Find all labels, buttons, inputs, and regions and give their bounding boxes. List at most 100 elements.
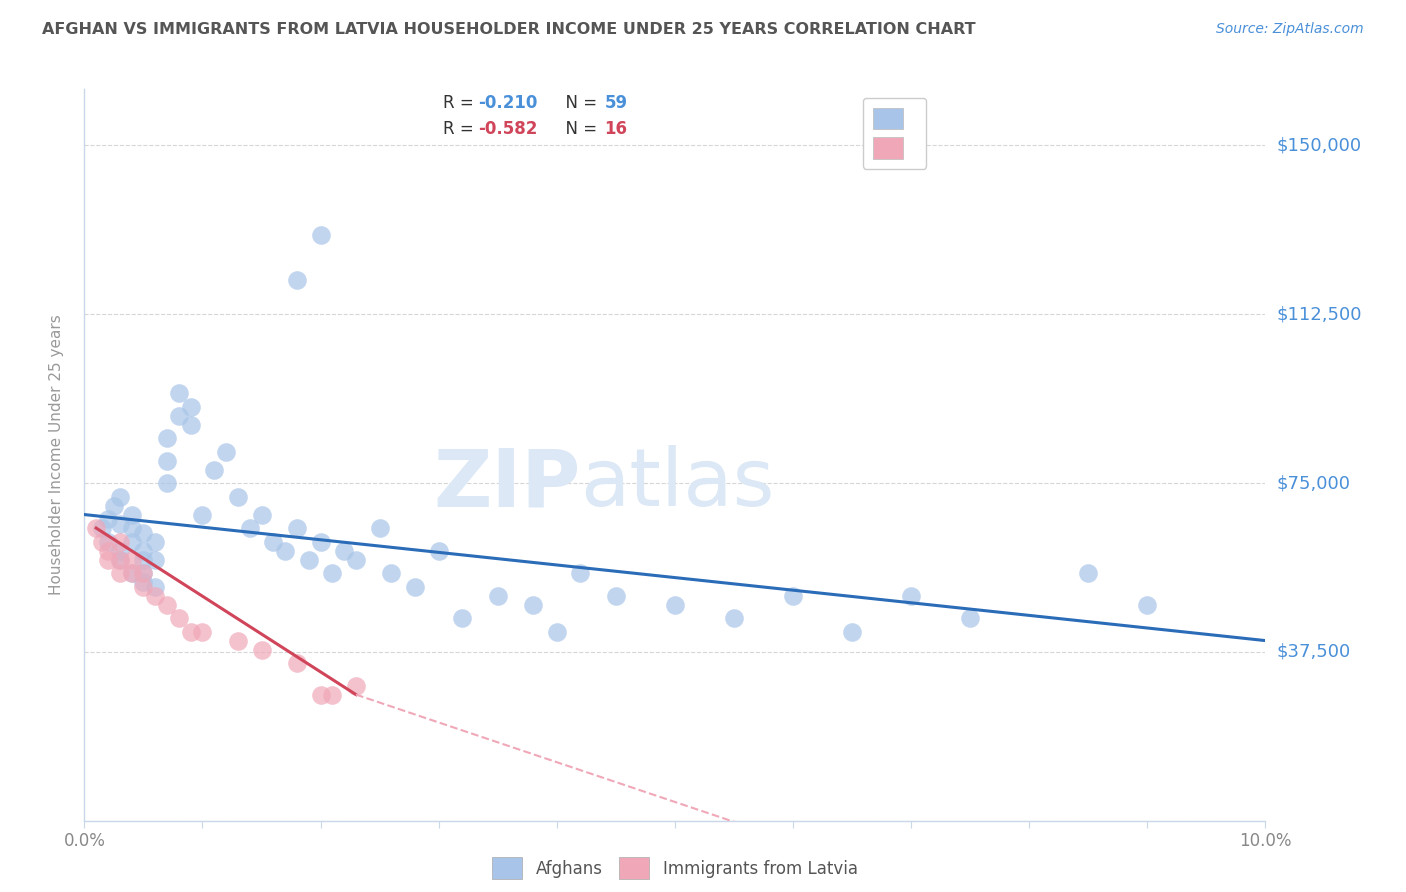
Point [298,552,321,566]
Point [309,688,332,702]
Point [239,521,262,535]
Point [380,566,402,580]
Point [285,656,308,670]
Text: ZIP: ZIP [433,445,581,524]
Point [486,589,509,603]
Point [97,512,120,526]
Point [723,611,745,625]
Text: $150,000: $150,000 [1277,136,1361,154]
Point [285,273,308,287]
Point [108,534,131,549]
Text: -0.210: -0.210 [478,94,537,112]
Point [121,552,143,566]
Point [156,431,179,445]
Text: $112,500: $112,500 [1277,305,1362,323]
Point [368,521,391,535]
Point [569,566,592,580]
Point [321,566,343,580]
Point [191,624,214,639]
Point [108,543,131,558]
Point [167,611,190,625]
Point [97,552,120,566]
Point [84,521,107,535]
Point [167,386,190,401]
Point [250,508,273,522]
Point [108,552,131,566]
Point [108,566,131,580]
Point [97,534,120,549]
Text: R =: R = [443,120,479,138]
Point [215,444,238,458]
Point [108,516,131,531]
Point [522,598,544,612]
Point [143,580,166,594]
Point [91,534,114,549]
Point [132,566,155,580]
Point [262,534,284,549]
Text: AFGHAN VS IMMIGRANTS FROM LATVIA HOUSEHOLDER INCOME UNDER 25 YEARS CORRELATION C: AFGHAN VS IMMIGRANTS FROM LATVIA HOUSEHO… [42,22,976,37]
Point [143,552,166,566]
Point [121,521,143,535]
Point [91,521,114,535]
Point [156,476,179,491]
Point [451,611,474,625]
Point [664,598,686,612]
Point [841,624,863,639]
Point [180,417,202,432]
Point [97,543,120,558]
Point [1136,598,1159,612]
Point [132,552,155,566]
Text: atlas: atlas [581,445,775,524]
Point [121,534,143,549]
Point [108,552,131,566]
Text: Source: ZipAtlas.com: Source: ZipAtlas.com [1216,22,1364,37]
Point [132,543,155,558]
Point [285,521,308,535]
Point [132,566,155,580]
Text: 59: 59 [605,94,627,112]
Text: 16: 16 [605,120,627,138]
Point [546,624,568,639]
Point [156,453,179,467]
Point [344,679,367,693]
Point [191,508,214,522]
Point [103,499,125,513]
Point [143,589,166,603]
Point [226,633,249,648]
Point [1077,566,1099,580]
Legend: Afghans, Immigrants from Latvia: Afghans, Immigrants from Latvia [485,851,865,886]
Point [321,688,343,702]
Point [143,534,166,549]
Y-axis label: Householder Income Under 25 years: Householder Income Under 25 years [49,315,63,595]
Point [605,589,627,603]
Point [156,598,179,612]
Point [274,543,297,558]
Point [202,462,225,476]
Text: N =: N = [555,120,603,138]
Point [250,642,273,657]
Point [959,611,981,625]
Point [132,575,155,590]
Point [167,409,190,423]
Point [180,400,202,414]
Point [121,508,143,522]
Point [309,228,332,243]
Text: R =: R = [443,94,479,112]
Point [404,580,426,594]
Text: $37,500: $37,500 [1277,643,1351,661]
Point [180,624,202,639]
Point [427,543,450,558]
Point [132,580,155,594]
Point [900,589,922,603]
Point [226,490,249,504]
Text: $75,000: $75,000 [1277,474,1351,492]
Point [121,566,143,580]
Point [108,490,131,504]
Text: N =: N = [555,94,603,112]
Point [782,589,804,603]
Point [121,566,143,580]
Point [132,525,155,540]
Point [309,534,332,549]
Point [344,552,367,566]
Text: -0.582: -0.582 [478,120,537,138]
